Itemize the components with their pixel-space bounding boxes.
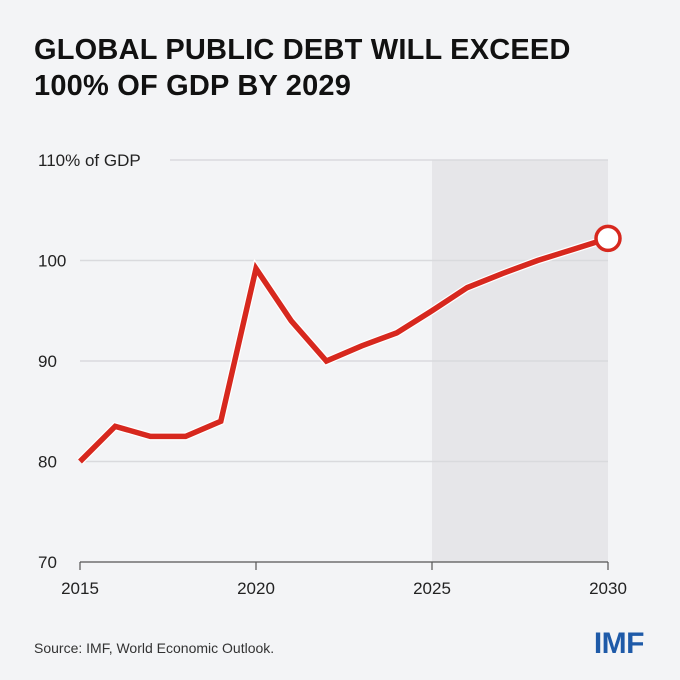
chart-title: GLOBAL PUBLIC DEBT WILL EXCEED 100% OF G… bbox=[34, 32, 654, 104]
y-tick-label: 90 bbox=[38, 352, 57, 371]
title-line-2: 100% OF GDP BY 2029 bbox=[34, 70, 352, 102]
y-tick-label: 80 bbox=[38, 453, 57, 472]
source-note: Source: IMF, World Economic Outlook. bbox=[34, 640, 275, 656]
y-tick-label: 100 bbox=[38, 252, 66, 271]
endpoint-marker bbox=[594, 224, 622, 253]
x-tick-label: 2030 bbox=[589, 579, 627, 598]
imf-logo: IMF bbox=[593, 627, 645, 660]
series-line bbox=[78, 235, 609, 464]
y-tick-label: 70 bbox=[38, 553, 57, 572]
x-tick-label: 2015 bbox=[61, 579, 99, 598]
x-tick-label: 2020 bbox=[237, 579, 275, 598]
title-line-1: GLOBAL PUBLIC DEBT WILL EXCEED bbox=[34, 34, 571, 66]
x-tick-label: 2025 bbox=[413, 579, 451, 598]
y-tick-label: 110% of GDP bbox=[38, 151, 141, 170]
